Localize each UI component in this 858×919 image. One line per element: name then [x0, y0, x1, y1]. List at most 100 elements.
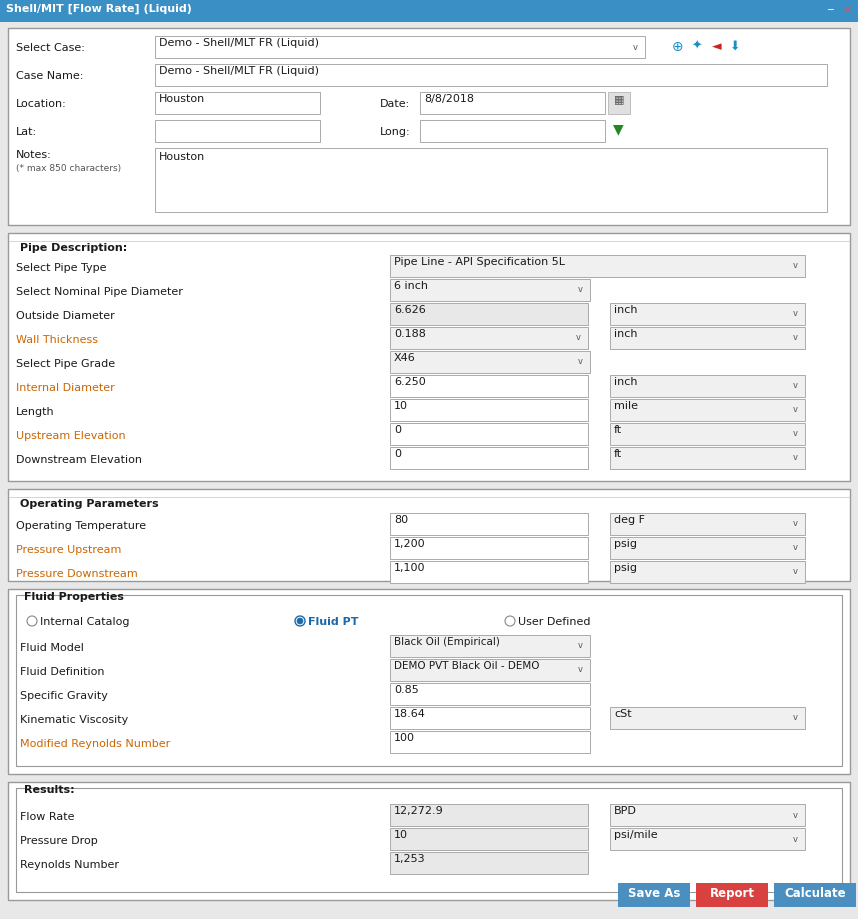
Text: Pressure Downstream: Pressure Downstream: [16, 569, 138, 579]
Text: Internal Catalog: Internal Catalog: [40, 617, 130, 627]
Text: (* max 850 characters): (* max 850 characters): [16, 164, 121, 173]
Bar: [390, 731, 590, 753]
Bar: [155, 36, 645, 58]
Text: 18.64: 18.64: [394, 709, 426, 719]
Text: 10: 10: [394, 401, 408, 411]
Text: v: v: [793, 310, 797, 319]
Bar: [610, 537, 805, 559]
Bar: [8, 233, 850, 481]
Text: Flow Rate: Flow Rate: [20, 812, 75, 822]
Text: psig: psig: [614, 563, 637, 573]
Bar: [610, 303, 805, 325]
Bar: [610, 561, 805, 583]
Text: ft: ft: [614, 425, 622, 435]
Text: 10: 10: [394, 830, 408, 840]
Bar: [390, 683, 590, 705]
Text: v: v: [793, 543, 797, 552]
Text: v: v: [793, 453, 797, 462]
Text: Fluid Model: Fluid Model: [20, 643, 84, 653]
Bar: [16, 595, 842, 766]
Bar: [155, 92, 320, 114]
Text: 12,272.9: 12,272.9: [394, 806, 444, 816]
Text: v: v: [793, 811, 797, 820]
Text: Calculate: Calculate: [784, 887, 846, 900]
Text: 6.250: 6.250: [394, 377, 426, 387]
Text: Select Pipe Type: Select Pipe Type: [16, 263, 106, 273]
Text: Select Nominal Pipe Diameter: Select Nominal Pipe Diameter: [16, 287, 183, 297]
Bar: [8, 782, 850, 900]
Text: Pipe Description:: Pipe Description:: [20, 243, 127, 253]
Text: 6 inch: 6 inch: [394, 281, 428, 291]
Text: Fluid Definition: Fluid Definition: [20, 667, 105, 677]
Text: Fluid Properties: Fluid Properties: [24, 592, 124, 602]
Text: 0: 0: [394, 425, 401, 435]
Bar: [610, 707, 805, 729]
Text: v: v: [793, 381, 797, 391]
Text: Notes:: Notes:: [16, 150, 51, 160]
Text: Black Oil (Empirical): Black Oil (Empirical): [394, 637, 500, 647]
Text: ft: ft: [614, 449, 622, 459]
Text: Select Case:: Select Case:: [16, 43, 85, 53]
Text: v: v: [793, 519, 797, 528]
Circle shape: [505, 616, 515, 626]
Bar: [774, 883, 856, 907]
Text: inch: inch: [614, 377, 637, 387]
Text: Pipe Line - API Specification 5L: Pipe Line - API Specification 5L: [394, 257, 565, 267]
Bar: [155, 148, 827, 212]
Text: ▦: ▦: [613, 94, 625, 104]
Text: v: v: [793, 334, 797, 343]
Text: Results:: Results:: [24, 785, 75, 795]
Text: Demo - Shell/MLT FR (Liquid): Demo - Shell/MLT FR (Liquid): [159, 66, 319, 76]
Text: Modified Reynolds Number: Modified Reynolds Number: [20, 739, 170, 749]
Bar: [390, 327, 588, 349]
Bar: [390, 852, 588, 874]
Text: Long:: Long:: [380, 127, 411, 137]
Bar: [390, 255, 805, 277]
Text: 1,253: 1,253: [394, 854, 426, 864]
Text: Pressure Drop: Pressure Drop: [20, 836, 98, 846]
Bar: [8, 28, 850, 225]
Text: Specific Gravity: Specific Gravity: [20, 691, 108, 701]
Text: 6.626: 6.626: [394, 305, 426, 315]
Text: v: v: [577, 641, 583, 651]
Text: X46: X46: [394, 353, 416, 363]
Text: Report: Report: [710, 887, 754, 900]
Bar: [390, 513, 588, 535]
Text: Reynolds Number: Reynolds Number: [20, 860, 119, 870]
Bar: [610, 375, 805, 397]
Text: Operating Temperature: Operating Temperature: [16, 521, 146, 531]
Text: Select Pipe Grade: Select Pipe Grade: [16, 359, 115, 369]
Text: Location:: Location:: [16, 99, 67, 109]
Bar: [610, 327, 805, 349]
Bar: [610, 828, 805, 850]
Text: v: v: [577, 357, 583, 367]
Text: Downstream Elevation: Downstream Elevation: [16, 455, 142, 465]
Bar: [390, 279, 590, 301]
Text: Internal Diameter: Internal Diameter: [16, 383, 115, 393]
Text: ▼: ▼: [613, 122, 623, 136]
Text: v: v: [576, 334, 581, 343]
Text: Wall Thickness: Wall Thickness: [16, 335, 98, 345]
Text: inch: inch: [614, 329, 637, 339]
Text: 0.188: 0.188: [394, 329, 426, 339]
Text: v: v: [793, 834, 797, 844]
Text: ─: ─: [827, 5, 833, 15]
Text: Case Name:: Case Name:: [16, 71, 83, 81]
Bar: [618, 883, 690, 907]
Bar: [390, 399, 588, 421]
Text: v: v: [793, 262, 797, 270]
Bar: [155, 120, 320, 142]
Text: DEMO PVT Black Oil - DEMO: DEMO PVT Black Oil - DEMO: [394, 661, 540, 671]
Circle shape: [297, 618, 303, 624]
Text: mile: mile: [614, 401, 638, 411]
Text: Save As: Save As: [628, 887, 680, 900]
Bar: [610, 447, 805, 469]
Text: v: v: [577, 286, 583, 294]
Bar: [16, 788, 842, 892]
Bar: [610, 423, 805, 445]
Text: Outside Diameter: Outside Diameter: [16, 311, 115, 321]
Text: 1,100: 1,100: [394, 563, 426, 573]
Bar: [420, 92, 605, 114]
Text: Houston: Houston: [159, 94, 205, 104]
Bar: [390, 828, 588, 850]
